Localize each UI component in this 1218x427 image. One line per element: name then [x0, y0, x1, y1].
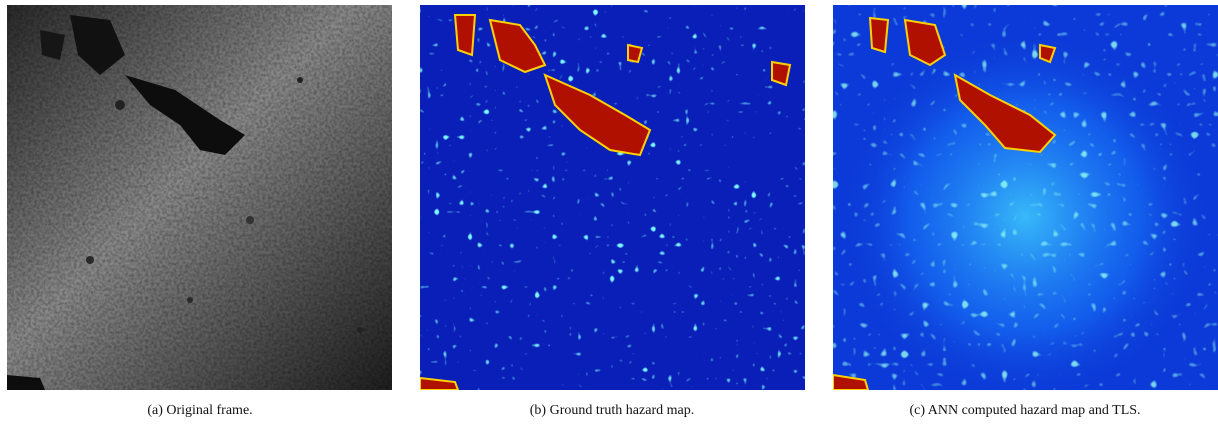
caption: (b) Ground truth hazard map. — [530, 403, 694, 418]
ann-hazard-map — [833, 5, 1218, 390]
caption: (c) ANN computed hazard map and TLS. — [909, 403, 1140, 418]
caption: (a) Original frame. — [147, 403, 252, 418]
ground-truth-map — [420, 5, 805, 390]
figure: (a) Original frame. (b) Ground truth haz… — [0, 0, 1218, 427]
original-frame — [7, 5, 392, 390]
